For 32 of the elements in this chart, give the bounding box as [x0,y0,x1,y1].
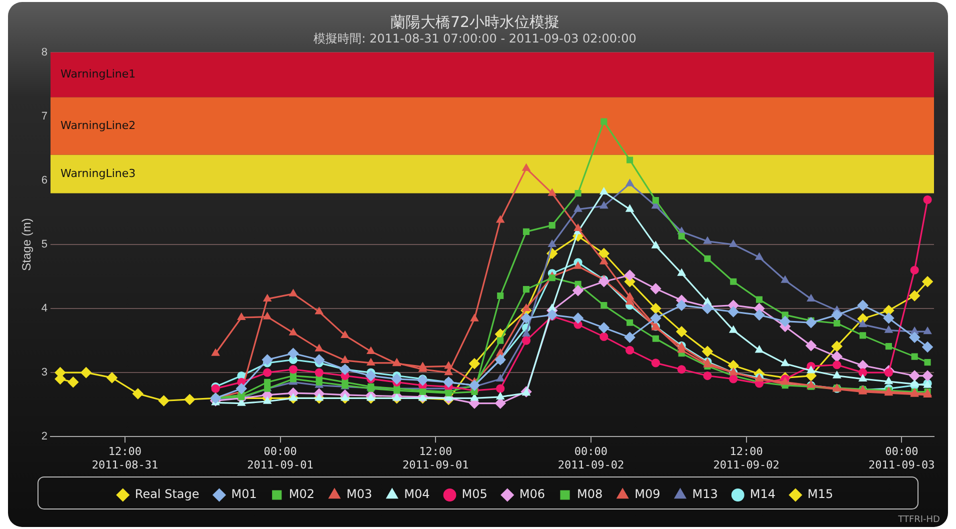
y-tick-label: 6 [41,174,48,186]
chart-title: 蘭陽大橋72小時水位模擬 [390,12,560,31]
x-tick-label: 12:00 2011-09-02 [713,445,780,472]
x-tick-label: 12:00 2011-09-01 [402,445,469,472]
chart-subtitle: 模擬時間: 2011-08-31 07:00:00 - 2011-09-03 02:00:00 [314,31,636,46]
x-tick-label: 12:00 2011-08-31 [92,445,158,472]
y-tick-label: 2 [41,430,48,443]
legend-label: M04 [404,487,430,502]
legend-label: M13 [692,487,718,502]
legend-label: M02 [288,487,314,502]
legend-label: M15 [807,487,834,502]
legend-label: M05 [462,487,488,502]
legend-label: M06 [519,487,545,502]
legend-label: Real Stage [134,487,200,502]
y-tick-label: 8 [41,46,48,58]
y-tick-label: 3 [41,366,48,379]
y-tick-label: 7 [41,110,48,122]
x-tick-label: 00:00 2011-09-03 [868,445,935,472]
band-label: WarningLine1 [60,68,136,81]
legend-label: M01 [231,487,257,502]
band-label: WarningLine3 [60,166,136,180]
legend-label: M08 [576,487,603,502]
y-axis-title: Stage (m) [20,218,34,271]
legend-label: M09 [634,487,660,502]
y-tick-label: 4 [41,302,48,315]
x-tick-label: 00:00 2011-09-01 [247,445,314,472]
x-tick-label: 00:00 2011-09-02 [558,445,624,472]
y-tick-label: 5 [41,238,48,251]
text: TTFRI-HD [898,515,940,525]
legend-label: M14 [750,487,776,502]
band-label: WarningLine2 [60,118,136,132]
legend-label: M03 [346,487,372,502]
